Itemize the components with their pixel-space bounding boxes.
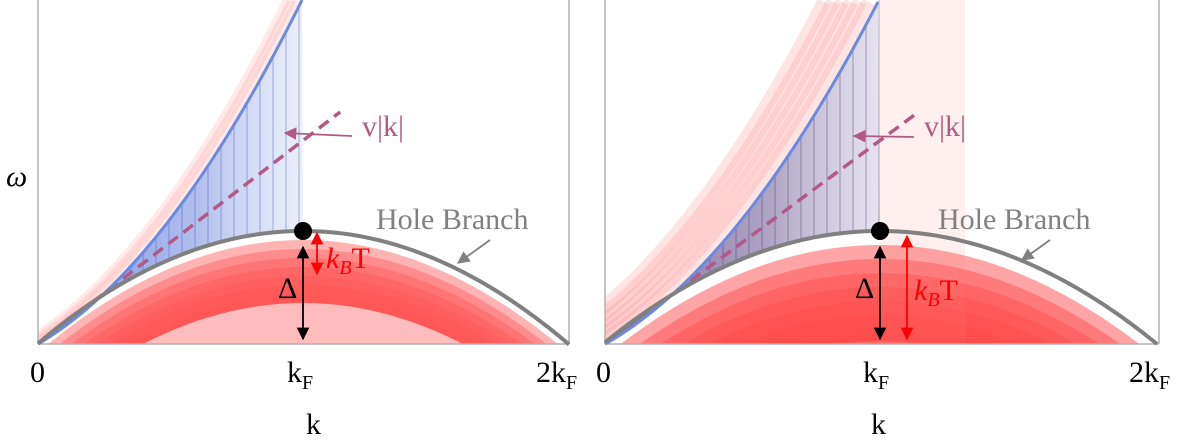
- particle-branch-right: [604, 1, 880, 346]
- fermi-point-left: [294, 222, 312, 240]
- hole-branch-label-left: Hole Branch: [376, 203, 528, 236]
- thermal-strip: [880, 0, 965, 344]
- delta-label-left: Δ: [278, 272, 297, 305]
- tick-2kf-left: 2kF: [536, 356, 577, 394]
- left-panel: Δ kBT v|k| Hole Branch 0 kF 2kF k: [30, 0, 577, 441]
- x-axis-label-right: k: [871, 408, 886, 441]
- tick-2kf-right: 2kF: [1129, 356, 1170, 394]
- hole-branch-pointer-right: [1020, 239, 1051, 261]
- delta-label-right: Δ: [855, 272, 874, 305]
- velocity-label-left: v|k|: [362, 110, 404, 143]
- velocity-label-right: v|k|: [924, 110, 966, 143]
- tick-0-right: 0: [596, 356, 611, 389]
- velocity-line-left: [91, 110, 342, 304]
- continuum-fill: [38, 0, 303, 344]
- kbt-label-left: kBT: [326, 242, 370, 279]
- tick-kf-right: kF: [863, 356, 889, 394]
- particle-halo: [605, 0, 858, 336]
- fermi-point-right: [871, 222, 889, 240]
- continuum-fill: [605, 1, 880, 344]
- y-axis-label: ω: [6, 160, 27, 193]
- particle-halo: [605, 0, 849, 330]
- x-axis-label-left: k: [306, 408, 321, 441]
- velocity-line-right: [658, 110, 920, 305]
- hole-branch-pointer-left: [456, 239, 491, 264]
- right-panel: Δ kBT v|k| Hole Branch 0 kF 2kF k: [596, 0, 1170, 441]
- particle-halo: [605, 0, 867, 342]
- particle-halo: [38, 0, 296, 343]
- kbt-label-right: kBT: [914, 274, 958, 311]
- particle-halo: [605, 0, 831, 316]
- hole-branch-label-right: Hole Branch: [938, 203, 1090, 236]
- particle-branch-left: [37, 0, 304, 346]
- particle-halo: [38, 0, 291, 340]
- thermal-core: [645, 341, 1119, 344]
- tick-kf-left: kF: [287, 356, 313, 394]
- velocity-pointer-left: [283, 127, 353, 140]
- velocity-pointer-right: [852, 129, 915, 143]
- tick-0-left: 0: [30, 356, 45, 389]
